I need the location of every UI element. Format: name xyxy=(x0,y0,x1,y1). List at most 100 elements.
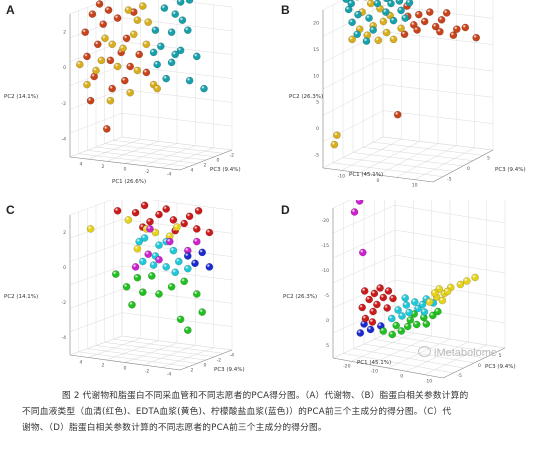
y-tick-label: -4 xyxy=(61,335,66,341)
data-point-serum xyxy=(413,26,421,34)
grid-a xyxy=(69,0,233,171)
z-tick-label: 2 xyxy=(204,163,207,169)
data-point-serum xyxy=(122,34,131,43)
axis-line xyxy=(69,156,181,171)
data-point-serum xyxy=(126,62,134,71)
data-point-volunteer-yellow xyxy=(86,225,95,233)
y-tick-label: 5 xyxy=(326,343,329,349)
z-tick-label: -2 xyxy=(230,153,235,159)
pca-plot-c: 4 2 0 -2 -4 2 0 -2 -4 -4 -2 0 2 C PC2 (14.1%) PC3 (9.4%… xyxy=(4,200,245,378)
z-tick-label: 0 xyxy=(217,158,220,164)
floor-grid-line xyxy=(372,141,484,156)
data-point-volunteer-cyan xyxy=(138,257,147,266)
data-point-citrate xyxy=(387,0,395,8)
x-tick-label: -4 xyxy=(167,372,172,378)
ticks-c: 4 2 0 -2 -4 2 0 -2 -4 -4 -2 0 2 xyxy=(61,230,234,378)
x-axis-label: PC1 (45.1%) xyxy=(357,360,391,366)
floor-grid-line xyxy=(143,145,196,166)
data-point-volunteer-magenta xyxy=(350,208,359,216)
data-point-citrate xyxy=(176,46,185,55)
data-point-citrate xyxy=(167,58,176,67)
data-point-citrate xyxy=(171,50,179,59)
data-point-volunteer-green xyxy=(434,307,442,316)
y-tick-label: -5 xyxy=(324,293,329,299)
x-tick-label: 0 xyxy=(124,167,127,173)
data-point-serum xyxy=(121,76,129,85)
data-point-citrate xyxy=(344,5,353,14)
data-point-edta xyxy=(101,34,109,43)
y-tick-label: -2 xyxy=(61,300,66,306)
data-point-citrate xyxy=(365,14,373,22)
data-point-volunteer-cyan xyxy=(171,268,179,277)
data-point-volunteer-green xyxy=(388,330,397,339)
data-point-serum xyxy=(436,27,444,36)
x-axis-label: PC1 (26.6%) xyxy=(112,179,146,185)
z-tick-label: 0 xyxy=(467,166,470,172)
z-tick-label: 2 xyxy=(191,368,194,374)
points-c xyxy=(86,201,214,334)
x-tick-label: 0 xyxy=(124,366,127,372)
grid-d xyxy=(332,200,506,379)
panel-letter: B xyxy=(281,3,290,17)
y-tick-label: -4 xyxy=(61,137,66,143)
back-grid-line xyxy=(170,0,233,8)
data-point-citrate xyxy=(382,8,390,16)
back-grid-line xyxy=(394,204,506,224)
data-point-volunteer-green xyxy=(403,322,412,331)
data-point-citrate xyxy=(342,0,350,3)
data-point-edta xyxy=(119,44,127,53)
x-tick-label: -2 xyxy=(145,169,150,175)
back-grid-line xyxy=(151,200,233,211)
data-point-edta xyxy=(142,40,151,49)
data-point-citrate xyxy=(362,37,371,45)
axis-line xyxy=(332,357,444,379)
data-point-volunteer-green xyxy=(112,270,120,278)
data-point-volunteer-cyan xyxy=(387,314,396,323)
ticks-b: -10 0 10 -5 0 5 -5 0 5 10 15 20 xyxy=(313,21,490,188)
data-point-volunteer-red xyxy=(113,207,122,215)
data-point-serum xyxy=(142,68,151,77)
data-point-serum xyxy=(103,125,111,133)
z-tick-label: -5 xyxy=(447,177,452,183)
data-point-volunteer-green xyxy=(422,320,431,328)
z-tick-label: -5 xyxy=(457,373,462,379)
data-point-citrate xyxy=(185,76,194,85)
side-grid-line xyxy=(69,17,123,39)
z-tick-label: 0 xyxy=(478,363,481,369)
data-point-volunteer-yellow xyxy=(443,287,452,296)
data-point-serum xyxy=(113,14,122,22)
data-point-volunteer-blue xyxy=(366,325,375,334)
floor-grid-line xyxy=(396,145,457,178)
z-tick-label: 5 xyxy=(487,155,490,161)
floor-grid-line xyxy=(362,147,474,161)
data-point-volunteer-red xyxy=(205,228,214,237)
ticks-a: 4 2 0 -2 -4 4 2 0 -2 -4 -2 0 2 xyxy=(61,29,234,177)
floor-grid-line xyxy=(414,147,475,180)
data-point-volunteer-green xyxy=(379,327,388,335)
data-point-volunteer-green xyxy=(155,290,163,298)
data-point-citrate xyxy=(348,18,356,27)
data-point-serum xyxy=(393,110,402,119)
x-tick-label: -10 xyxy=(338,173,346,179)
data-point-volunteer-green xyxy=(428,311,437,320)
data-point-edta xyxy=(113,62,122,71)
data-point-volunteer-red xyxy=(384,287,393,295)
data-point-volunteer-red xyxy=(370,289,379,298)
data-point-edta xyxy=(389,35,398,44)
data-point-citrate xyxy=(151,26,160,35)
data-point-volunteer-blue xyxy=(198,248,206,257)
data-point-volunteer-red xyxy=(360,287,369,295)
caption-line-3: 谢物、（D）脂蛋白相关参数计算的不同志愿者的PCA前三个主成分的得分图。 xyxy=(22,423,327,433)
data-point-volunteer-green xyxy=(198,308,206,316)
data-point-serum xyxy=(81,28,89,37)
data-point-volunteer-magenta xyxy=(146,225,154,233)
y-tick-label: 15 xyxy=(313,47,319,53)
data-point-citrate xyxy=(171,10,179,18)
data-point-volunteer-red xyxy=(131,208,140,217)
data-point-volunteer-green xyxy=(147,272,156,280)
axis-line xyxy=(179,349,233,371)
pca-panel-b: -10 0 10 -5 0 5 -5 0 5 10 15 20 B PC1 (45.1%) PC2 (26.… xyxy=(275,0,550,188)
grid-b xyxy=(322,0,494,183)
panel-letter: D xyxy=(281,203,290,217)
z-tick-label: 0 xyxy=(204,363,207,369)
